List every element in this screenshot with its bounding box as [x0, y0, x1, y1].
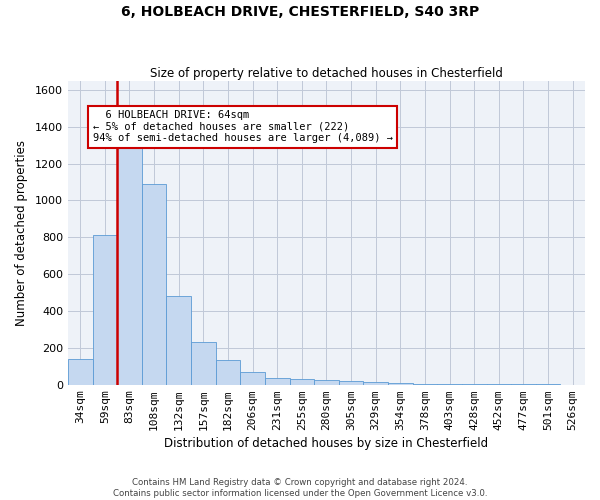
Bar — [117, 145, 142, 384]
Bar — [364, 382, 388, 384]
Bar — [388, 383, 413, 384]
Bar — [92, 236, 117, 384]
Bar — [215, 360, 240, 384]
Bar — [240, 372, 265, 384]
Y-axis label: Number of detached properties: Number of detached properties — [15, 140, 28, 326]
Bar — [339, 381, 364, 384]
Text: 6 HOLBEACH DRIVE: 64sqm
← 5% of detached houses are smaller (222)
94% of semi-de: 6 HOLBEACH DRIVE: 64sqm ← 5% of detached… — [92, 110, 392, 144]
Bar — [68, 359, 92, 384]
Title: Size of property relative to detached houses in Chesterfield: Size of property relative to detached ho… — [150, 66, 503, 80]
X-axis label: Distribution of detached houses by size in Chesterfield: Distribution of detached houses by size … — [164, 437, 488, 450]
Bar — [290, 379, 314, 384]
Bar — [191, 342, 215, 384]
Bar — [265, 378, 290, 384]
Text: Contains HM Land Registry data © Crown copyright and database right 2024.
Contai: Contains HM Land Registry data © Crown c… — [113, 478, 487, 498]
Bar — [314, 380, 339, 384]
Text: 6, HOLBEACH DRIVE, CHESTERFIELD, S40 3RP: 6, HOLBEACH DRIVE, CHESTERFIELD, S40 3RP — [121, 5, 479, 19]
Bar — [142, 184, 166, 384]
Bar — [166, 296, 191, 384]
